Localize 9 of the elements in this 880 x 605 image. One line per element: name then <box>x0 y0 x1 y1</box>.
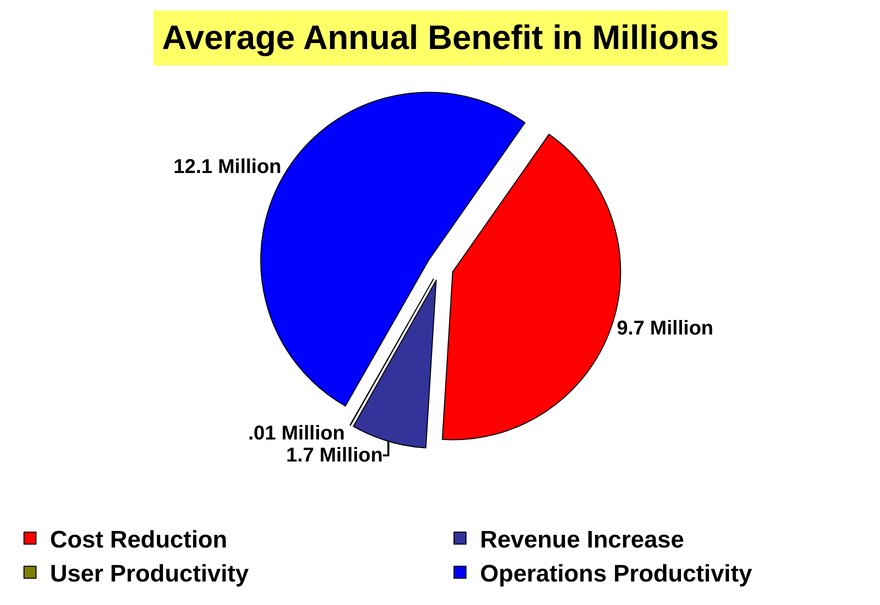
data-label: 12.1 Million <box>174 156 282 178</box>
legend-label: Revenue Increase <box>480 526 684 554</box>
legend-label: User Productivity <box>50 560 250 588</box>
legend-label: Operations Productivity <box>480 560 753 588</box>
legend-label: Cost Reduction <box>50 526 228 554</box>
data-label: 9.7 Million <box>616 317 714 340</box>
chart-title: Average Annual Benefit in Millions <box>162 19 719 57</box>
data-label: .01 Million <box>248 422 345 444</box>
data-label: 1.7 Million <box>286 444 383 466</box>
